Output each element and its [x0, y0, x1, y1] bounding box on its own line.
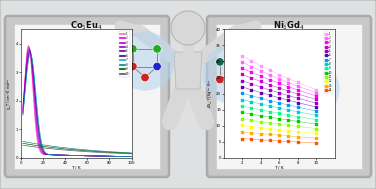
Point	[258, 132, 264, 135]
Point	[239, 117, 245, 120]
Point	[295, 140, 301, 143]
Circle shape	[202, 44, 262, 104]
X-axis label: T / K: T / K	[274, 166, 284, 170]
Point	[239, 98, 245, 101]
Point	[295, 106, 301, 109]
Point	[239, 111, 245, 114]
Point	[313, 94, 319, 98]
Point	[267, 69, 273, 72]
Point	[258, 126, 264, 129]
Circle shape	[280, 59, 340, 119]
Point	[239, 67, 245, 70]
Point	[267, 74, 273, 77]
Point	[258, 114, 264, 117]
Circle shape	[294, 73, 302, 81]
FancyBboxPatch shape	[207, 16, 371, 177]
Point	[258, 85, 264, 88]
Point	[285, 135, 291, 138]
Point	[295, 110, 301, 113]
Point	[249, 119, 255, 122]
Point	[239, 85, 245, 88]
Point	[267, 99, 273, 102]
Point	[313, 109, 319, 112]
Circle shape	[153, 45, 161, 53]
Point	[249, 125, 255, 128]
Point	[285, 113, 291, 116]
Point	[295, 130, 301, 133]
FancyBboxPatch shape	[216, 24, 362, 169]
Point	[276, 87, 282, 90]
Point	[267, 83, 273, 86]
Circle shape	[40, 44, 100, 104]
Point	[313, 102, 319, 105]
Point	[276, 96, 282, 99]
Point	[239, 79, 245, 82]
Point	[258, 91, 264, 94]
Legend: 1, 2, 3, 4, 5, 6, 7, 8, 9, 10, 11, 12, 13, 14: 1, 2, 3, 4, 5, 6, 7, 8, 9, 10, 11, 12, 1…	[324, 31, 333, 93]
Point	[258, 75, 264, 78]
Point	[258, 102, 264, 105]
Point	[295, 81, 301, 84]
Point	[313, 88, 319, 91]
Point	[313, 105, 319, 108]
Point	[285, 119, 291, 122]
Point	[249, 100, 255, 103]
Point	[285, 81, 291, 84]
Point	[285, 124, 291, 127]
Circle shape	[78, 58, 86, 66]
Point	[276, 134, 282, 137]
Circle shape	[171, 11, 205, 45]
Point	[267, 121, 273, 124]
Point	[267, 110, 273, 113]
Point	[239, 124, 245, 127]
Circle shape	[240, 75, 248, 84]
Point	[295, 101, 301, 104]
Point	[249, 77, 255, 80]
Circle shape	[240, 58, 248, 66]
Point	[258, 69, 264, 72]
Point	[239, 73, 245, 76]
Point	[295, 120, 301, 123]
Point	[258, 120, 264, 123]
Point	[249, 113, 255, 116]
Point	[313, 91, 319, 94]
Y-axis label: χ$_M$T / cm$^3$ K mol$^{-1}$: χ$_M$T / cm$^3$ K mol$^{-1}$	[6, 77, 14, 110]
Circle shape	[228, 86, 236, 95]
Legend: 1, 2, 3, 4, 5, 6, 7, 8, 9, 10: 1, 2, 3, 4, 5, 6, 7, 8, 9, 10	[119, 31, 130, 77]
Point	[249, 71, 255, 74]
Point	[249, 138, 255, 141]
Point	[239, 55, 245, 58]
Point	[267, 94, 273, 97]
Point	[258, 80, 264, 83]
Text: Co$_5$Eu$_4$: Co$_5$Eu$_4$	[70, 20, 103, 32]
Point	[276, 73, 282, 76]
Point	[313, 132, 319, 135]
Circle shape	[306, 101, 314, 110]
Point	[313, 122, 319, 125]
Point	[267, 133, 273, 136]
Point	[313, 137, 319, 140]
Point	[276, 112, 282, 115]
Point	[313, 114, 319, 117]
Circle shape	[141, 73, 149, 82]
Circle shape	[54, 58, 62, 66]
Point	[295, 135, 301, 138]
Text: Ni$_5$Gd$_4$: Ni$_5$Gd$_4$	[273, 20, 305, 32]
Point	[276, 91, 282, 94]
Point	[267, 88, 273, 91]
Point	[285, 99, 291, 102]
Circle shape	[294, 90, 302, 99]
Point	[239, 137, 245, 140]
Point	[276, 139, 282, 143]
Point	[249, 106, 255, 109]
Circle shape	[129, 45, 137, 53]
Point	[285, 129, 291, 132]
Circle shape	[318, 73, 326, 81]
Point	[276, 123, 282, 126]
Point	[249, 65, 255, 68]
Point	[249, 88, 255, 91]
Point	[267, 116, 273, 119]
Point	[267, 105, 273, 108]
Point	[258, 108, 264, 111]
